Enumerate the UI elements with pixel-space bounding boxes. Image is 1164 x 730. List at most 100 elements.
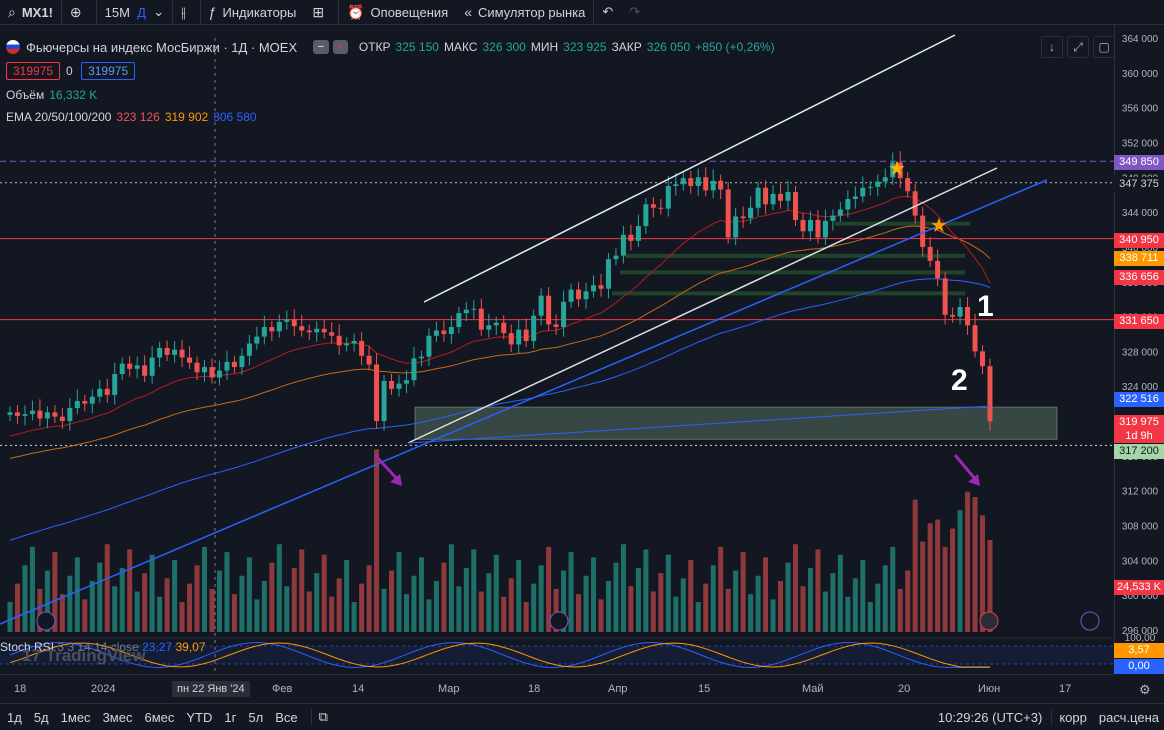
star-icon: ★ — [930, 215, 948, 237]
candle-body — [306, 330, 312, 333]
replay-button[interactable]: « Симулятор рынка — [456, 0, 593, 24]
ema-row: EMA 20/50/100/200 323 126 319 902 306 58… — [6, 107, 780, 127]
buy-button[interactable]: 319975 — [81, 62, 136, 80]
price-label-331650: 331 650 — [1114, 314, 1164, 329]
settings-gear-icon[interactable]: ⚙ — [1139, 682, 1151, 697]
candle-body — [935, 260, 941, 279]
candle-body — [613, 255, 619, 260]
goto-date-button[interactable]: ⧉ — [310, 709, 333, 725]
candle-body — [695, 177, 701, 186]
volume-bar — [134, 591, 140, 632]
range-1d[interactable]: 1д — [7, 709, 22, 725]
compare-button[interactable]: ⊕ — [60, 0, 96, 24]
time-axis[interactable]: 18 2024 пн 22 Янв '24 Фев 14 Мар 18 Апр … — [0, 674, 1114, 703]
volume-bar — [710, 565, 716, 632]
volume-bar — [418, 557, 424, 632]
close-label: ЗАКР — [611, 40, 642, 54]
interval-button[interactable]: 15M Д ⌄ — [95, 0, 172, 24]
trade-row: 319975 0 319975 — [6, 61, 780, 81]
volume-bar — [501, 596, 507, 632]
arrow-down-icon: ↓ — [1049, 40, 1055, 54]
candle-body — [875, 181, 881, 187]
undo-button[interactable]: ↶ — [593, 0, 621, 24]
clock[interactable]: 10:29:26 (UTC+3) — [937, 709, 1043, 725]
volume-bar — [179, 602, 185, 632]
volume-bar — [329, 596, 335, 632]
range-all[interactable]: Все — [275, 709, 298, 725]
candle-body — [344, 343, 350, 346]
volume-bar — [950, 528, 956, 632]
volume-bar — [366, 565, 372, 632]
candle-body — [792, 192, 798, 220]
candle-body — [755, 187, 761, 208]
candle-body — [216, 370, 222, 378]
symbol-search[interactable]: ⌕ MX1! — [0, 0, 61, 24]
volume-bar — [216, 570, 222, 632]
eye-icon[interactable]: – — [313, 40, 329, 54]
volume-bar — [344, 560, 350, 632]
settlement-toggle[interactable]: расч.цена — [1098, 709, 1159, 725]
volume-bar — [680, 578, 686, 632]
candle-body — [725, 189, 731, 238]
volume-bar — [448, 544, 454, 632]
layouts-button[interactable]: ⊞ — [304, 0, 338, 24]
time-label: 15 — [698, 683, 711, 695]
candle-body — [643, 204, 649, 227]
range-1m[interactable]: 1мес — [60, 709, 91, 725]
maximize-button[interactable]: ⤢ — [1067, 36, 1089, 58]
high-label: МАКС — [443, 40, 478, 54]
range-6m[interactable]: 6мес — [144, 709, 175, 725]
replay-icon: « — [464, 4, 472, 20]
collapse-button[interactable]: ↓ — [1041, 36, 1063, 58]
range-3m[interactable]: 3мес — [102, 709, 133, 725]
more-button[interactable]: ▢ — [1093, 36, 1115, 58]
volume-bar — [927, 523, 933, 632]
volume-bar — [822, 591, 828, 632]
price-axis-divider — [1114, 24, 1115, 674]
tradingview-watermark: 17 TradingView — [22, 646, 146, 665]
indicators-button[interactable]: ƒ Индикаторы — [199, 0, 305, 24]
chart-type-button[interactable]: ⫲ — [172, 0, 200, 24]
volume-label-last: 24,533 K — [1114, 580, 1164, 595]
sell-button[interactable]: 319975 — [6, 62, 61, 80]
bar-countdown: 1d 9h — [1125, 430, 1153, 442]
adjust-toggle[interactable]: корр — [1051, 709, 1092, 725]
range-5y[interactable]: 5л — [248, 709, 264, 725]
settings-icon[interactable]: ≈ — [332, 40, 349, 54]
ema-label: EMA 20/50/100/200 — [6, 110, 112, 124]
volume-label: Объём — [6, 88, 45, 102]
volume-bar — [748, 594, 754, 632]
ema20-value: 323 126 — [116, 110, 160, 124]
candle-body — [52, 412, 58, 417]
range-ytd[interactable]: YTD — [186, 709, 213, 725]
volume-bar — [957, 510, 963, 632]
time-label: 18 — [14, 683, 27, 695]
channel-lower-line — [407, 167, 998, 444]
volume-bar — [598, 599, 604, 632]
price-tick-label: 364 000 — [1122, 34, 1159, 45]
bottom-toolbar: 1д 5д 1мес 3мес 6мес YTD 1г 5л Все ⧉ 10:… — [0, 703, 1164, 730]
volume-bar — [261, 581, 267, 632]
price-tick-label: 296 000 — [1122, 626, 1159, 637]
alerts-button[interactable]: ⏰ Оповещения — [338, 0, 456, 24]
time-label: Фев — [272, 683, 293, 695]
candle-body — [486, 325, 492, 330]
candle-body — [194, 362, 200, 373]
range-5d[interactable]: 5д — [33, 709, 49, 725]
arrow-left-head — [390, 474, 402, 486]
ema50-value: 319 902 — [164, 110, 209, 124]
stoch-d-value: 39,07 — [175, 640, 206, 654]
candle-body — [29, 410, 35, 415]
stoch-legend: Stoch RSI 3 3 14 14 close 23,27 39,07 — [0, 640, 206, 654]
candle-body — [987, 366, 993, 422]
candle-body — [890, 162, 896, 178]
redo-button[interactable]: ↷ — [621, 0, 648, 24]
volume-bar — [74, 557, 80, 632]
candle-body — [516, 329, 522, 345]
volume-bar — [224, 552, 230, 632]
range-1y[interactable]: 1г — [224, 709, 237, 725]
volume-bar — [568, 552, 574, 632]
price-label-347375: 347 375 — [1114, 177, 1164, 192]
